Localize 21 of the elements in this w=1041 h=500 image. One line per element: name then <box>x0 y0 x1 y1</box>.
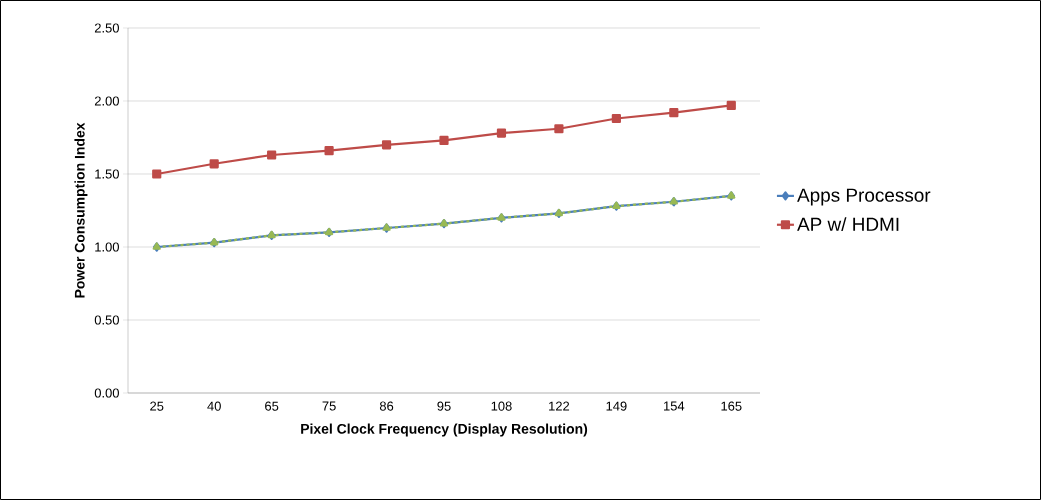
x-axis-title: Pixel Clock Frequency (Display Resolution) <box>301 423 588 437</box>
y-axis-title: Power Consumption Index <box>74 122 88 298</box>
x-tick-label: 165 <box>721 401 742 411</box>
y-tick-label: 2.00 <box>94 96 119 106</box>
legend-label: AP w/ HDMI <box>797 217 899 232</box>
y-tick-label: 0.00 <box>94 388 119 398</box>
x-tick-label: 40 <box>207 401 221 411</box>
x-tick-label: 154 <box>664 401 685 411</box>
x-tick-label: 95 <box>437 401 451 411</box>
legend-label: Apps Processor <box>797 188 931 206</box>
x-tick-label: 86 <box>379 401 394 411</box>
y-tick-label: 0.50 <box>94 315 119 325</box>
y-tick-label: 2.50 <box>94 23 119 33</box>
x-tick-label: 149 <box>606 401 627 411</box>
x-tick-label: 122 <box>549 401 570 411</box>
y-tick-label: 1.00 <box>95 242 119 252</box>
x-tick-label: 108 <box>491 401 512 411</box>
x-tick-label: 65 <box>265 401 279 411</box>
x-tick-label: 75 <box>322 401 336 411</box>
y-tick-label: 1.50 <box>95 169 119 179</box>
x-tick-label: 25 <box>150 401 164 411</box>
